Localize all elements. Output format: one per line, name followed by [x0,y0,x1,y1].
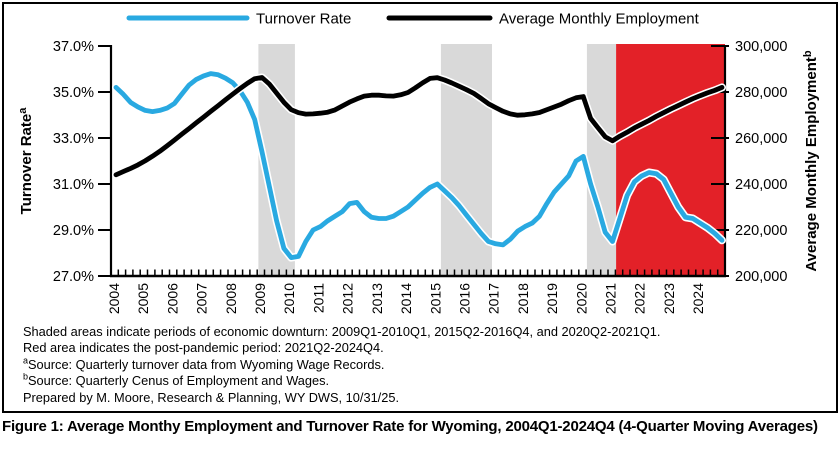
x-tick-label: 2008 [223,283,239,314]
x-tick-label: 2007 [194,283,210,314]
left-axis-title: Turnover Ratea [17,107,35,215]
x-tick-label: 2011 [310,283,326,313]
downturn-bands [258,44,725,275]
post-pandemic-band [616,44,725,275]
x-tick-label: 2017 [486,283,502,314]
legend: Turnover Rate Average Monthly Employment [126,11,700,28]
x-tick-label: 2005 [135,283,151,314]
x-tick-label: 2023 [661,283,677,314]
right-tick-label: 300,000 [735,39,787,55]
right-tick-label: 220,000 [735,223,787,239]
chart: 2004 2005 2006 2007 2008 2009 2010 2011 2012 2013… [4,4,836,322]
x-tick-label: 2020 [573,283,589,314]
left-tick-label: 37.0% [53,39,94,55]
x-axis-labels: 2004 2005 2006 2007 2008 2009 2010 2011 2012 2013… [106,283,706,314]
left-tick-label: 29.0% [53,223,94,239]
x-tick-label: 2004 [106,283,122,314]
right-axis-title: Average Monthly Employmentb [802,50,820,271]
x-tick-label: 2021 [603,283,619,314]
footnote-line: bSource: Quarterly Cenus of Employment a… [23,371,330,389]
x-tick-label: 2024 [690,283,706,314]
right-tick-label: 260,000 [735,131,787,147]
x-tick-label: 2016 [457,283,473,314]
chart-svg: 2004 2005 2006 2007 2008 2009 2010 2011 2012 2013… [17,11,820,315]
x-tick-label: 2022 [632,283,648,314]
footnote-line: Red area indicates the post-pandemic per… [23,340,384,356]
right-axis: 300,000 280,000 260,000 240,000 220,000 200,0… [711,39,820,285]
figure-caption: Figure 1: Average Monthy Employment and … [2,418,818,435]
chart-box: 2004 2005 2006 2007 2008 2009 2010 2011 2012 2013… [2,2,838,413]
x-tick-label: 2010 [281,283,297,314]
left-tick-label: 31.0% [53,177,94,193]
left-axis: 37.0% 35.0% 33.0% 31.0% 29.0% 27.0% Turnover R… [17,39,113,285]
right-tick-label: 240,000 [735,177,787,193]
left-tick-label: 27.0% [53,269,94,285]
right-tick-label: 280,000 [735,85,787,101]
footnotes: Shaded areas indicate periods of economi… [23,324,836,406]
x-tick-label: 2019 [544,283,560,314]
x-tick-label: 2012 [340,283,356,314]
footnote-line: aSource: Quarterly turnover data from Wy… [23,355,385,372]
employment-line [112,73,726,179]
footnote-line: Prepared by M. Moore, Research & Plannin… [23,389,400,405]
x-tick-label: 2009 [252,283,268,314]
left-tick-label: 33.0% [53,131,94,147]
x-tick-label: 2018 [515,283,531,314]
legend-label: Turnover Rate [256,11,351,28]
legend-label: Average Monthly Employment [499,11,700,28]
left-tick-label: 35.0% [53,85,94,101]
x-tick-label: 2013 [369,283,385,314]
x-tick-label: 2014 [398,283,414,314]
right-tick-label: 200,000 [735,269,787,285]
x-tick-label: 2006 [164,283,180,314]
footnote-line: Shaded areas indicate periods of economi… [23,324,661,339]
x-tick-label: 2015 [427,283,443,314]
turnover-line [112,69,726,262]
